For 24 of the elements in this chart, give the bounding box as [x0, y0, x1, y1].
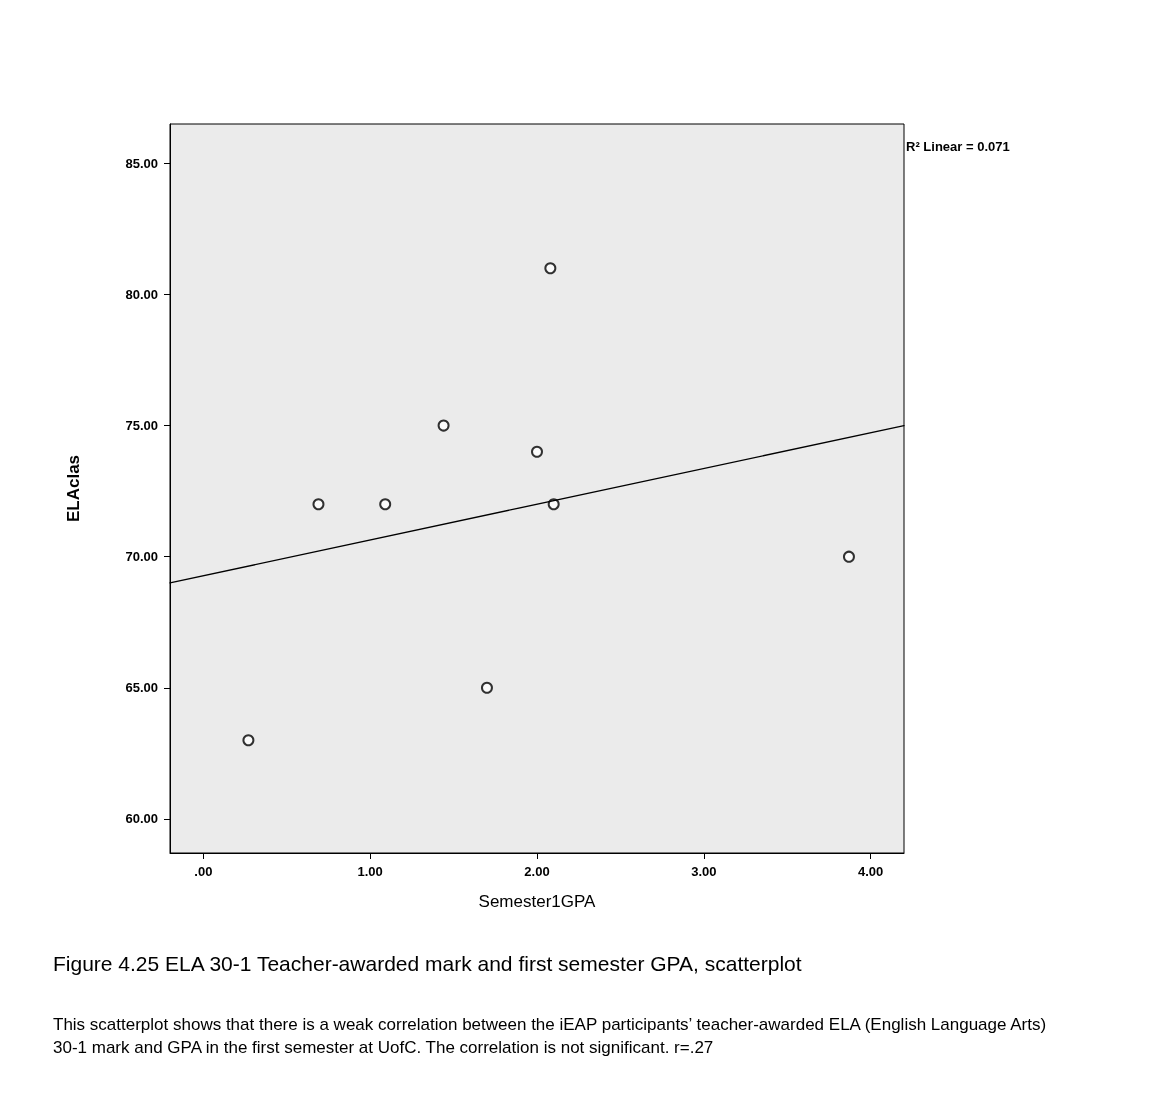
x-tick-label: 3.00	[691, 864, 717, 879]
caption: Figure 4.25 ELA 30-1 Teacher-awarded mark and first semester GPA, scatterplot	[53, 952, 802, 975]
x-tick-label: 2.00	[524, 864, 550, 879]
text: R² Linear = 0.071	[906, 139, 1010, 154]
y-tick-label: 75.00	[125, 418, 158, 434]
point	[531, 445, 543, 458]
point	[437, 419, 450, 432]
y-tick-label: 70.00	[125, 549, 158, 565]
point	[379, 498, 392, 511]
y-tick-label: 60.00	[125, 811, 158, 827]
y-tick-label: 65.00	[125, 680, 158, 696]
x-tick-label: .00	[194, 864, 213, 879]
x-tick-label: 1.00	[357, 864, 383, 879]
y-tick-label: 85.00	[125, 155, 158, 171]
point	[480, 681, 493, 694]
x-tick-label: 4.00	[857, 864, 884, 879]
point	[544, 262, 557, 275]
y-tick-label: 80.00	[125, 286, 158, 302]
point	[842, 550, 855, 563]
y-axis-title: ELAclas	[64, 454, 83, 523]
point	[242, 734, 255, 747]
text: This scatterplot shows that there is a weak correlation between the iEAP participants’ teacher-awarded ELA (English Language Arts) 30-1 mark and GPA in the first semester at UofC. The correlation is not significant. r=.27	[53, 1015, 1051, 1057]
point	[312, 498, 325, 511]
x-axis-title: Semester1GPA	[478, 892, 597, 911]
